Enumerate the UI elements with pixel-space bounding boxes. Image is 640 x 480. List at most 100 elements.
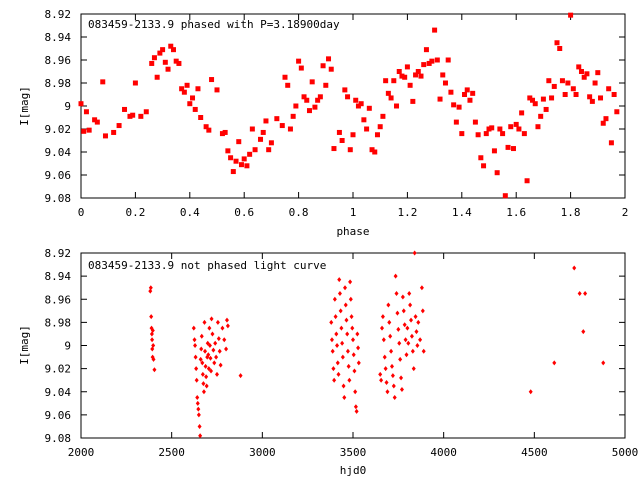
phased-data-point	[228, 155, 234, 161]
unphased-data-point	[194, 377, 199, 383]
phased-data-point	[138, 113, 144, 119]
phased-data-point	[312, 104, 318, 110]
phased-data-point	[260, 129, 266, 135]
unphased-data-point	[214, 354, 219, 360]
unphased-data-point	[528, 389, 533, 395]
unphased-data-point	[213, 340, 218, 346]
phased-y-tick-label: 9.02	[45, 123, 72, 136]
unphased-data-point	[351, 352, 356, 358]
phased-x-tick-label: 0.6	[234, 206, 254, 219]
phased-y-tick-label: 9.08	[45, 192, 72, 205]
phased-data-point	[592, 80, 598, 86]
phased-data-point	[173, 58, 179, 64]
phased-data-point	[581, 74, 587, 80]
phased-data-point	[366, 105, 372, 111]
phased-data-point	[309, 79, 315, 85]
phased-data-point	[549, 95, 555, 101]
unphased-data-point	[201, 389, 206, 395]
unphased-data-point	[198, 433, 203, 439]
phased-data-point	[598, 95, 604, 101]
unphased-data-point	[407, 290, 412, 296]
unphased-data-point	[397, 340, 402, 346]
phased-data-point	[268, 140, 274, 146]
unphased-data-point	[337, 277, 342, 283]
phased-data-point	[160, 47, 166, 53]
phased-data-point	[551, 83, 557, 89]
unphased-data-point	[198, 356, 203, 362]
unphased-data-point	[336, 371, 341, 377]
phased-data-point	[554, 40, 560, 46]
phased-data-point	[230, 169, 236, 175]
phased-data-point	[470, 90, 476, 96]
phased-data-point	[149, 60, 155, 66]
unphased-data-point	[150, 327, 155, 333]
unphased-data-point	[411, 366, 416, 372]
phased-data-point	[244, 163, 250, 169]
unphased-data-point	[391, 383, 396, 389]
unphased-data-point	[150, 337, 155, 343]
phased-data-point	[81, 128, 87, 134]
unphased-data-point	[395, 310, 400, 316]
phased-data-point	[350, 132, 356, 138]
phased-data-point	[233, 158, 239, 164]
unphased-data-point	[333, 314, 338, 320]
unphased-data-point	[334, 331, 339, 337]
unphased-data-point	[211, 347, 216, 353]
phased-data-point	[570, 86, 576, 92]
unphased-data-point	[203, 363, 208, 369]
phased-data-point	[258, 136, 264, 142]
phased-data-point	[143, 109, 149, 115]
unphased-data-point	[346, 363, 351, 369]
unphased-data-point	[572, 265, 577, 271]
phased-data-point	[347, 147, 353, 153]
phased-data-point	[377, 124, 383, 130]
phased-data-point	[355, 103, 361, 109]
unphased-data-point	[191, 325, 196, 331]
unphased-data-point	[402, 322, 407, 328]
unphased-data-point	[331, 366, 336, 372]
unphased-x-tick-label: 4500	[521, 446, 548, 459]
phased-data-point	[559, 78, 565, 84]
unphased-data-point	[208, 355, 213, 361]
unphased-data-point	[148, 285, 153, 291]
unphased-data-point	[209, 368, 214, 374]
phased-data-point	[374, 132, 380, 138]
phased-data-point	[489, 125, 495, 131]
phased-data-point	[532, 101, 538, 107]
unphased-chart-title: 083459-2133.9 not phased light curve	[88, 259, 326, 272]
phased-x-tick-label: 1.6	[506, 206, 526, 219]
phased-x-tick-label: 1.8	[561, 206, 581, 219]
phased-data-point	[100, 79, 106, 85]
unphased-data-point	[406, 340, 411, 346]
unphased-data-point	[398, 356, 403, 362]
phased-data-point	[372, 149, 378, 155]
unphased-data-point	[380, 325, 385, 331]
unphased-data-point	[218, 362, 223, 368]
unphased-data-point	[330, 348, 335, 354]
unphased-y-tick-label: 8.96	[45, 293, 72, 306]
unphased-data-point	[581, 329, 586, 335]
phased-data-point	[459, 131, 465, 137]
phased-data-point	[328, 66, 334, 72]
phased-data-point	[502, 193, 508, 199]
phased-data-point	[429, 58, 435, 64]
phased-x-axis-label: phase	[336, 225, 369, 238]
unphased-data-point	[412, 250, 417, 256]
unphased-data-point	[390, 373, 395, 379]
unphased-data-point	[345, 331, 350, 337]
unphased-data-point	[349, 314, 354, 320]
unphased-data-point	[416, 319, 421, 325]
unphased-data-point	[343, 302, 348, 308]
unphased-data-point	[335, 360, 340, 366]
phased-data-point	[361, 117, 367, 123]
phased-data-point	[339, 138, 345, 143]
unphased-y-tick-label: 8.94	[45, 270, 72, 283]
phased-data-point	[195, 86, 201, 92]
unphased-x-axis-label: hjd0	[340, 464, 367, 477]
unphased-data-point	[415, 343, 420, 348]
unphased-data-point	[200, 371, 205, 377]
phased-data-point	[486, 126, 492, 132]
unphased-data-point	[152, 367, 157, 373]
phased-x-tick-label: 2	[622, 206, 629, 219]
phased-data-point	[162, 59, 168, 65]
